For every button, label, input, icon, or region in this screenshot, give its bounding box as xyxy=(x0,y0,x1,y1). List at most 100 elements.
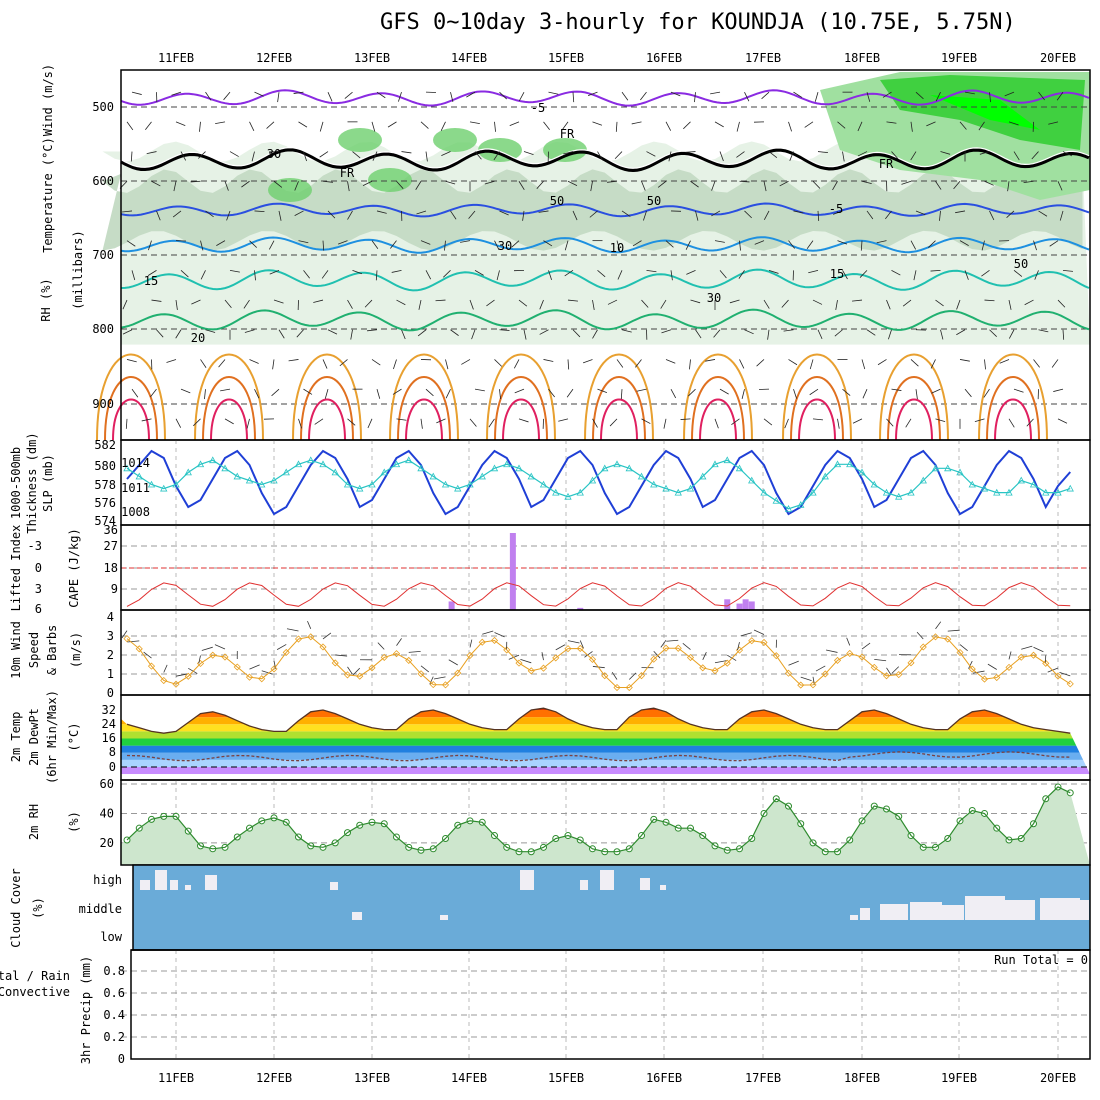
wind-barb xyxy=(902,299,912,307)
wind-barb xyxy=(266,121,275,129)
wind-barb xyxy=(486,299,495,307)
wind-barb xyxy=(377,642,385,650)
wind-barb xyxy=(564,270,574,277)
wind-barb xyxy=(518,418,529,423)
wind-barb xyxy=(322,632,332,640)
wind-barb xyxy=(375,270,378,281)
wind-barb xyxy=(418,299,422,310)
wind-barb xyxy=(987,663,997,670)
cloud-high-block xyxy=(155,870,167,890)
thickness-line xyxy=(126,459,1071,510)
wind-barb xyxy=(983,388,990,398)
contour-label: 30 xyxy=(267,147,281,161)
thickness-tick: 578 xyxy=(94,478,116,492)
cape-bar xyxy=(448,601,455,610)
wind-barb xyxy=(420,665,430,673)
wind-barb xyxy=(440,121,446,132)
cloud-high-block xyxy=(170,880,178,890)
wind-barb xyxy=(303,270,310,279)
wind-barb xyxy=(959,121,967,130)
rh-shade-brightest xyxy=(930,95,1040,130)
thickness-marker xyxy=(625,464,633,472)
thickness-marker xyxy=(919,476,927,484)
contour-label: 10 xyxy=(610,241,624,255)
wind-barb xyxy=(711,181,716,191)
thickness-marker xyxy=(209,456,217,464)
cape-bar xyxy=(736,603,743,610)
cloud-mid-block xyxy=(880,904,908,920)
wind-barb xyxy=(984,180,994,186)
thickness-marker xyxy=(392,460,401,468)
temp-band xyxy=(121,745,1090,753)
wind-barb xyxy=(621,210,631,217)
slp-tick: 1014 xyxy=(121,456,150,470)
thickness-marker xyxy=(1054,488,1062,496)
temp-line xyxy=(126,707,1071,734)
temp-band xyxy=(121,731,1090,739)
cape-bar xyxy=(748,601,755,610)
wind-barb xyxy=(319,121,324,132)
day-label-bottom: 19FEB xyxy=(941,1071,977,1085)
wind-barb xyxy=(193,418,201,427)
wind-barb xyxy=(592,418,598,428)
warm-arch xyxy=(994,398,1032,441)
thickness-marker xyxy=(576,488,584,496)
temp-ylabel4: (°C) xyxy=(67,723,81,752)
wind-barb xyxy=(808,269,819,274)
cloud-ylabel2: (%) xyxy=(31,897,45,919)
wind-barb xyxy=(249,664,260,670)
wind-barb xyxy=(200,240,204,251)
wind-marker xyxy=(625,683,633,692)
wind-barb xyxy=(763,299,770,309)
day-label-top: 14FEB xyxy=(451,51,487,65)
thickness-marker xyxy=(944,464,952,472)
wind-barb xyxy=(131,91,142,95)
wind-barb xyxy=(989,329,997,337)
wind-barb xyxy=(1023,180,1034,184)
wind-barb xyxy=(682,643,691,650)
wind-barb xyxy=(509,121,520,126)
cape-ylabel2: CAPE (J/kg) xyxy=(67,528,81,607)
wind-barb xyxy=(719,270,727,279)
cloud-high-block xyxy=(600,870,614,890)
wind-barb xyxy=(590,181,593,192)
wind-barb xyxy=(566,388,574,398)
wind-barb xyxy=(327,91,333,102)
wind-barb xyxy=(852,299,863,302)
lifted-index-line xyxy=(126,582,1071,607)
wind-barb xyxy=(347,210,353,220)
wind-barb xyxy=(857,151,868,157)
wind-barb xyxy=(1034,270,1039,280)
slp-ylabel1: 1000-500mb xyxy=(9,447,23,519)
wind-marker xyxy=(907,659,915,667)
wind-barb xyxy=(959,359,970,362)
contour-label: FR xyxy=(340,166,355,180)
upper-ylabel-wind: Wind (m/s) xyxy=(41,64,55,136)
pressure-tick: 500 xyxy=(92,100,114,114)
slp-tick: 1011 xyxy=(121,481,150,495)
wind-barb xyxy=(175,673,188,677)
contour-label: 15 xyxy=(144,274,158,288)
wind-barb xyxy=(172,210,182,218)
wind-marker xyxy=(846,649,854,658)
day-label-top: 17FEB xyxy=(745,51,781,65)
wind-barb xyxy=(862,388,868,399)
wind-barb xyxy=(561,121,569,131)
wind-barb xyxy=(261,670,273,675)
upper-ylabel-temp: Temperature (°C) xyxy=(41,137,55,253)
wind-barb xyxy=(215,121,226,124)
wind-ylabel3: & Barbs xyxy=(45,625,59,676)
thickness-marker xyxy=(196,460,205,468)
wind-barb xyxy=(273,299,284,304)
wind-barb xyxy=(429,676,434,685)
wind-barb xyxy=(1008,299,1012,310)
wind-barb xyxy=(122,329,133,335)
wind-barb xyxy=(793,91,803,98)
wind-barb xyxy=(930,269,941,272)
wind-barb xyxy=(1026,418,1034,427)
wind-barb xyxy=(597,151,603,161)
warm-arch xyxy=(405,398,443,441)
wind-barb xyxy=(396,418,407,421)
wind-barb xyxy=(913,270,917,281)
